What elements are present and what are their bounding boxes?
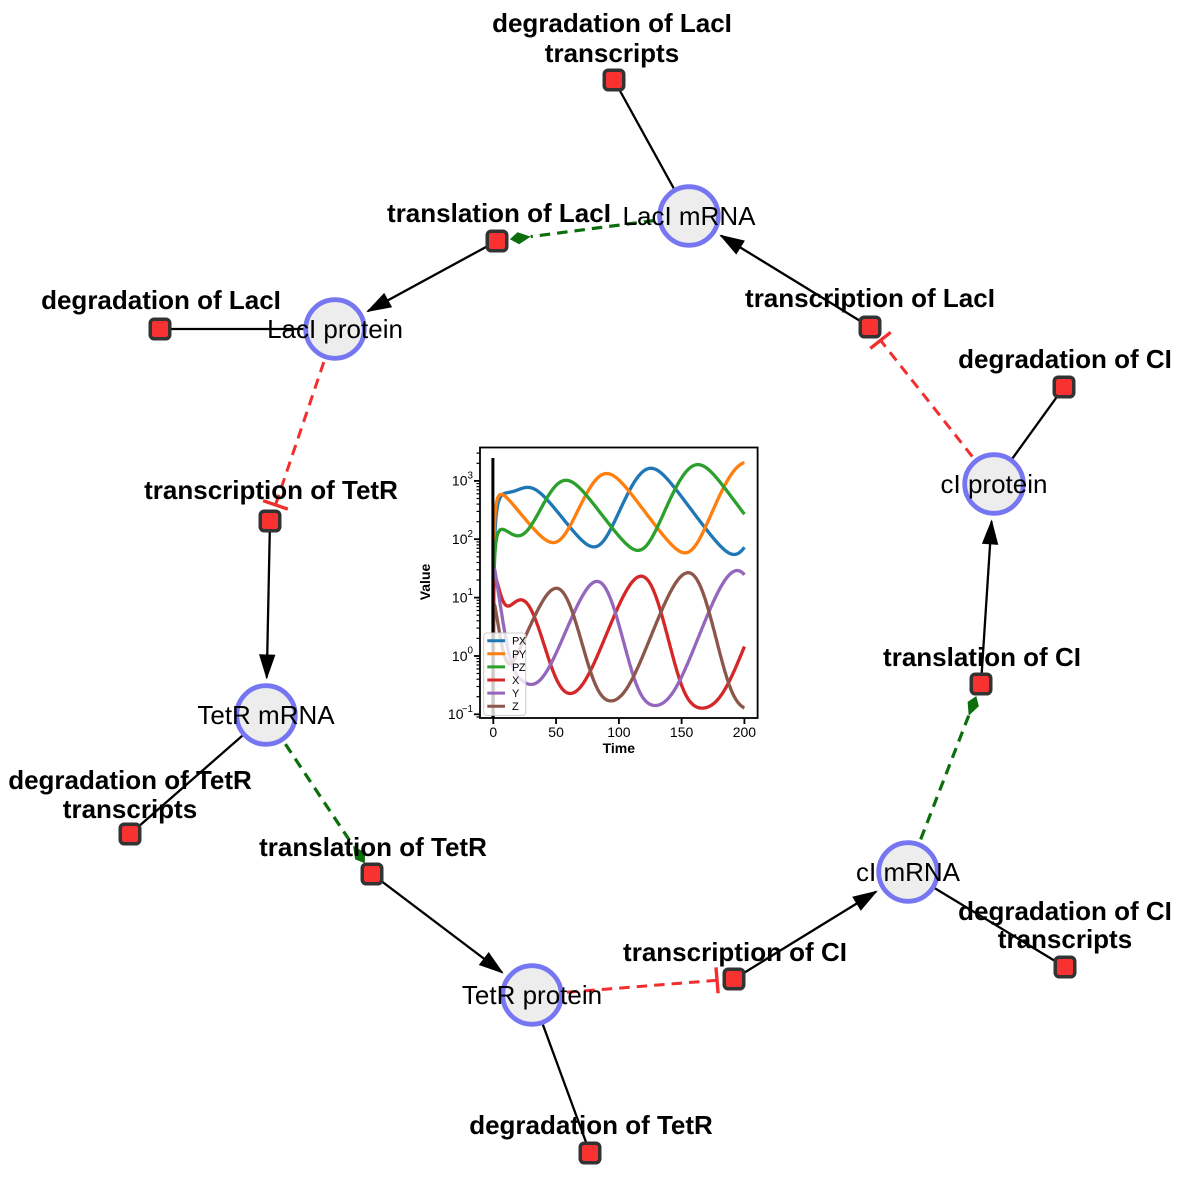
svg-text:200: 200: [733, 724, 757, 740]
svg-text:Y: Y: [512, 688, 520, 700]
svg-text:50: 50: [548, 724, 564, 740]
svg-text:TetR mRNA: TetR mRNA: [197, 700, 335, 730]
svg-text:2: 2: [468, 529, 473, 540]
svg-text:transcripts: transcripts: [545, 38, 679, 68]
svg-text:Value: Value: [417, 564, 433, 601]
svg-text:0: 0: [489, 724, 497, 740]
svg-text:PX: PX: [512, 636, 527, 648]
svg-text:3: 3: [468, 470, 474, 481]
svg-text:X: X: [512, 675, 520, 687]
svg-text:translation of CI: translation of CI: [883, 642, 1081, 672]
svg-text:150: 150: [670, 724, 694, 740]
svg-text:Z: Z: [512, 701, 519, 713]
svg-text:TetR protein: TetR protein: [462, 980, 602, 1010]
svg-text:−1: −1: [462, 704, 473, 715]
svg-text:Time: Time: [603, 740, 636, 756]
svg-text:degradation of CI: degradation of CI: [958, 896, 1172, 926]
svg-text:degradation of TetR: degradation of TetR: [8, 765, 252, 795]
svg-text:cI mRNA: cI mRNA: [856, 857, 961, 887]
svg-text:PY: PY: [512, 649, 527, 661]
svg-text:translation of TetR: translation of TetR: [259, 832, 487, 862]
svg-text:0: 0: [468, 646, 474, 657]
svg-text:1: 1: [468, 587, 473, 598]
svg-text:10: 10: [452, 589, 468, 605]
svg-text:LacI protein: LacI protein: [267, 314, 403, 344]
svg-text:10: 10: [452, 531, 468, 547]
svg-text:10: 10: [452, 648, 468, 664]
svg-text:translation of LacI: translation of LacI: [387, 198, 611, 228]
svg-text:degradation of CI: degradation of CI: [958, 344, 1172, 374]
svg-text:LacI mRNA: LacI mRNA: [623, 201, 757, 231]
svg-text:degradation of TetR: degradation of TetR: [469, 1110, 713, 1140]
svg-text:100: 100: [607, 724, 631, 740]
svg-text:transcription of LacI: transcription of LacI: [745, 283, 995, 313]
svg-text:transcription of TetR: transcription of TetR: [144, 475, 398, 505]
svg-text:transcription of CI: transcription of CI: [623, 937, 847, 967]
svg-text:transcripts: transcripts: [63, 794, 197, 824]
svg-text:transcripts: transcripts: [998, 924, 1132, 954]
svg-text:cI protein: cI protein: [941, 469, 1048, 499]
svg-text:10: 10: [448, 706, 464, 722]
svg-text:degradation of LacI: degradation of LacI: [41, 285, 281, 315]
svg-text:10: 10: [452, 473, 468, 489]
svg-text:PZ: PZ: [512, 662, 526, 674]
svg-text:degradation of LacI: degradation of LacI: [492, 8, 732, 38]
